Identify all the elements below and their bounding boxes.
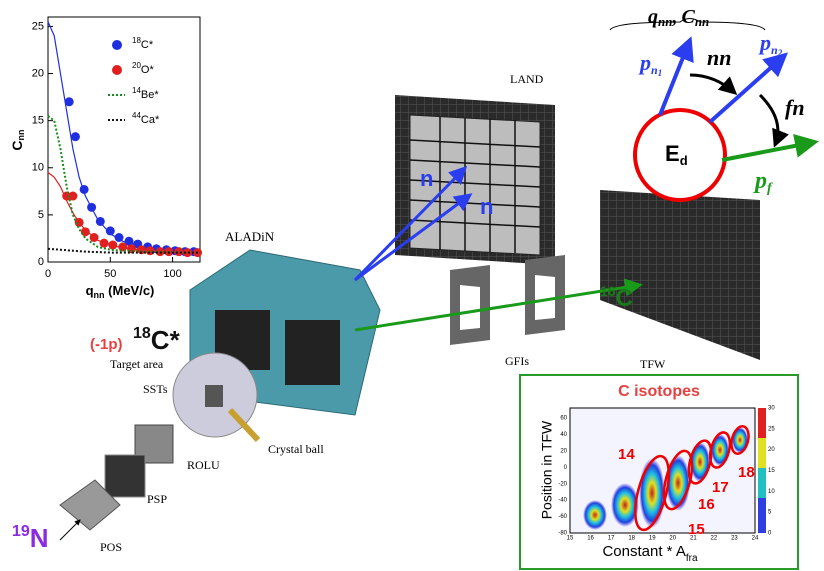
legend-name: Ca*: [141, 114, 160, 126]
y-tick-label: 10: [32, 162, 44, 174]
psp-detector: [105, 455, 145, 497]
y-tick-label: 5: [38, 209, 44, 221]
isotope-label: 14: [618, 446, 635, 463]
fn-label: fn: [785, 95, 805, 120]
data-point: [71, 132, 80, 141]
pid-ylabel: Position in TFW: [539, 420, 555, 519]
pid-title: C isotopes: [618, 383, 700, 400]
isotope-label: 16: [698, 496, 715, 513]
legend-label: 14Be*: [132, 86, 159, 101]
pid-x-tick-label: 15: [567, 536, 574, 542]
pid-y-tick-label: -60: [558, 514, 567, 520]
x-tick-label: 100: [163, 268, 181, 280]
projectile-label: 18C*: [133, 325, 181, 355]
beam-label: 19N: [12, 523, 49, 553]
rolu-label: ROLU: [187, 458, 220, 472]
cnn-ylabel: Cnn: [9, 129, 27, 150]
pid-x-tick-label: 24: [752, 536, 759, 542]
fragment-track: [355, 285, 640, 330]
neutron-label: n: [420, 166, 433, 191]
crystal-ball-label: Crystal ball: [268, 442, 324, 456]
pid-x-tick-label: 20: [669, 536, 676, 542]
nn-label: nn: [707, 45, 731, 70]
legend-marker: [112, 65, 122, 75]
pid-x-tick-label: 18: [628, 536, 635, 542]
pid-x-tick-label: 16: [587, 536, 594, 542]
data-point: [100, 239, 109, 248]
y-tick-label: 20: [32, 67, 44, 79]
y-tick-label: 0: [38, 256, 44, 268]
data-point: [87, 203, 96, 212]
legend-name: C*: [141, 39, 154, 51]
data-point: [96, 217, 105, 226]
data-point: [106, 226, 115, 235]
curve: [48, 172, 200, 252]
figure: LAND TFW GFIs ALADiN n n 16C Target area…: [0, 0, 824, 571]
target-area-label: Target area: [110, 357, 164, 371]
legend-label: 44Ca*: [132, 111, 160, 126]
curve: [48, 22, 200, 253]
pid-x-tick-label: 19: [649, 536, 656, 542]
colorbar-tick-label: 20: [768, 447, 775, 453]
data-point: [80, 185, 89, 194]
legend-label: 18C*: [132, 36, 154, 51]
data-point: [90, 233, 99, 242]
isotope-label: 17: [712, 479, 729, 496]
psp-label: PSP: [147, 492, 167, 506]
pn1-label: pn1: [638, 50, 662, 78]
cnn-xlabel: qnn (MeV/c): [86, 283, 155, 300]
y-tick-label: 15: [32, 115, 44, 127]
tfw-label: TFW: [640, 357, 666, 371]
colorbar-tick-label: 15: [768, 468, 775, 474]
pid-y-tick-label: -20: [558, 481, 567, 487]
data-point: [174, 247, 183, 256]
pid-y-tick-label: 60: [560, 416, 567, 422]
qnn-label: qnn,Cnn: [648, 6, 709, 29]
legend-marker: [112, 40, 122, 50]
data-point: [115, 233, 124, 242]
colorbar-tick-label: 10: [768, 489, 775, 495]
colorbar-tick-label: 30: [768, 406, 775, 412]
knockout-label: (-1p): [90, 336, 123, 353]
pid-y-tick-label: 20: [560, 448, 567, 454]
land-detector: [395, 95, 555, 265]
cnn-plot: 0 5 10 15 20 25 0 50 100 18C* 20O* 14Be* 44Ca*: [32, 17, 202, 280]
pos-label: POS: [100, 540, 122, 554]
aladin-label: ALADiN: [225, 229, 275, 244]
pf-label: pf: [753, 168, 773, 197]
data-point: [81, 227, 90, 236]
pid-x-tick-label: 17: [608, 536, 615, 542]
pos-arrow: [60, 520, 80, 540]
data-point: [118, 242, 127, 251]
pid-x-tick-label: 22: [711, 536, 718, 542]
pid-y-tick-label: 40: [560, 432, 567, 438]
legend-name: Be*: [141, 89, 159, 101]
colorbar-tick-label: 25: [768, 426, 775, 432]
pid-x-tick-label: 23: [731, 536, 738, 542]
y-tick-label: 25: [32, 20, 44, 32]
land-label: LAND: [510, 72, 544, 86]
data-point: [108, 241, 117, 250]
target: [205, 385, 223, 407]
pid-y-tick-label: -80: [558, 531, 567, 537]
x-tick-label: 0: [45, 268, 51, 280]
data-point: [146, 246, 155, 255]
pid-y-tick-label: -40: [558, 498, 567, 504]
pn2-label: pn2: [758, 30, 783, 58]
legend-name: O*: [141, 64, 155, 76]
legend-label: 20O*: [132, 61, 154, 76]
isotope-label: 15: [688, 521, 705, 538]
ssts-label: SSTs: [143, 382, 168, 396]
data-point: [65, 97, 74, 106]
gfis-label: GFIs: [505, 354, 529, 368]
neutron-label: n: [480, 194, 493, 219]
isotope-label: 18: [738, 464, 755, 481]
x-tick-label: 50: [104, 268, 116, 280]
fragment-label: 16C: [600, 283, 633, 313]
tfw-detector: [600, 190, 760, 360]
